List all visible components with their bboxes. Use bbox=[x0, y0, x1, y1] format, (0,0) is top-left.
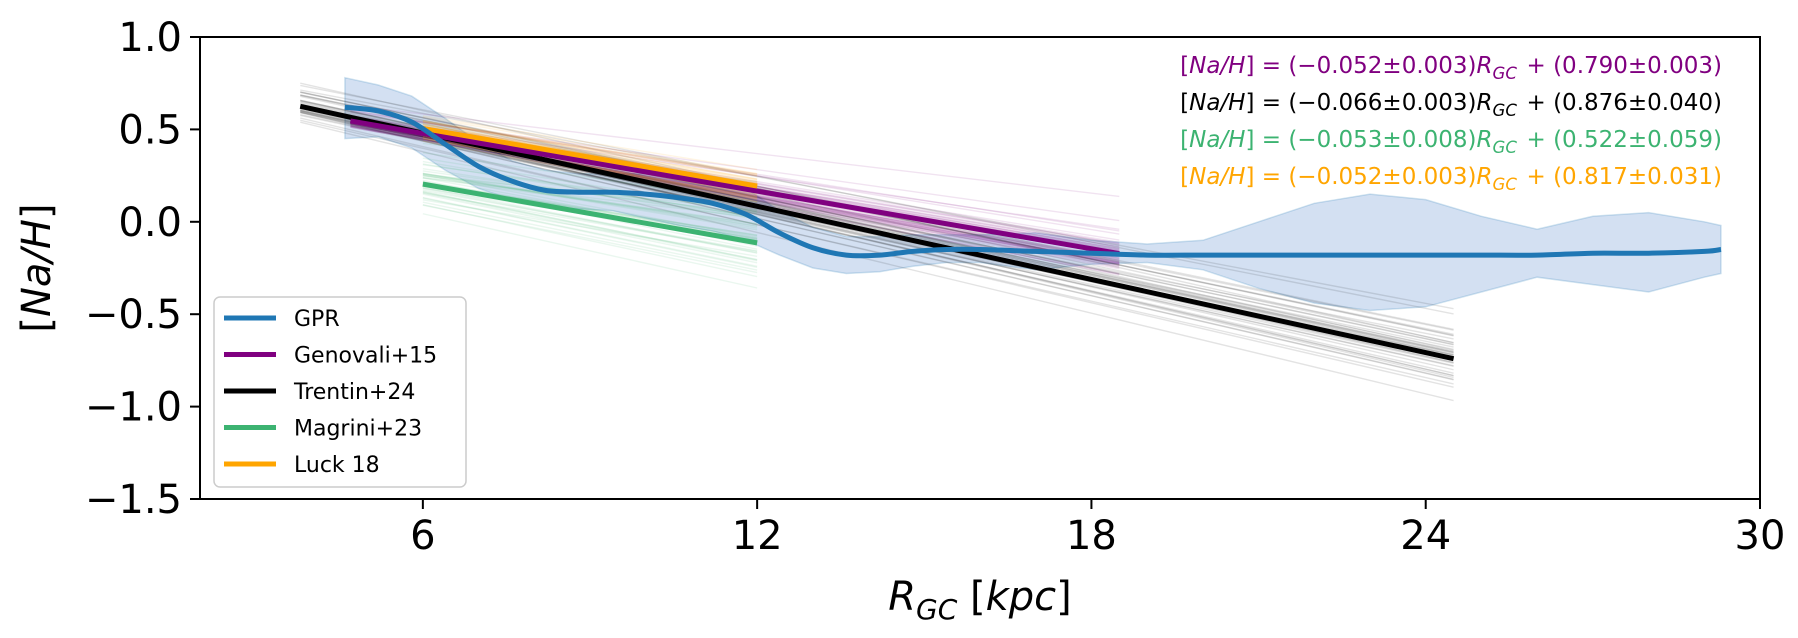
realization-line bbox=[422, 189, 758, 252]
realization-line bbox=[300, 89, 1454, 310]
y-tick-label: −1.5 bbox=[85, 477, 182, 523]
fit-line-trentin-24 bbox=[299, 103, 1455, 362]
realization-line bbox=[350, 125, 1120, 270]
realization-line bbox=[422, 191, 758, 261]
x-tick-label: 24 bbox=[1400, 513, 1451, 559]
realization-line bbox=[300, 107, 1454, 377]
realization-line bbox=[422, 186, 758, 254]
y-tick-label: 0.0 bbox=[118, 200, 182, 246]
realization-line bbox=[422, 172, 758, 231]
realization-line bbox=[422, 121, 758, 175]
legend-label: Trentin+24 bbox=[293, 380, 415, 405]
realization-line bbox=[422, 193, 758, 264]
realization-line bbox=[300, 121, 1454, 402]
realization-line bbox=[422, 174, 758, 239]
realization-line bbox=[422, 177, 758, 240]
plot-frame bbox=[199, 36, 1761, 500]
realization-line bbox=[300, 111, 1454, 367]
realization-line bbox=[422, 123, 758, 181]
fit-line-magrini-23 bbox=[422, 181, 758, 246]
realization-line bbox=[422, 181, 758, 237]
legend-box bbox=[213, 296, 467, 488]
realization-line bbox=[350, 126, 1120, 265]
realization-line bbox=[350, 126, 1120, 260]
realization-line bbox=[300, 94, 1454, 344]
realization-line bbox=[300, 111, 1454, 381]
realization-line bbox=[422, 190, 758, 261]
realization-line bbox=[300, 110, 1454, 374]
realization-line bbox=[422, 204, 758, 278]
realization-line bbox=[422, 121, 758, 180]
realization-line bbox=[350, 124, 1120, 267]
realization-line bbox=[350, 104, 1120, 198]
realization-line bbox=[422, 115, 758, 171]
realization-line bbox=[350, 111, 1120, 222]
realization-line bbox=[300, 106, 1454, 377]
realization-line bbox=[350, 125, 1120, 265]
legend-label: Magrini+23 bbox=[294, 417, 422, 442]
realization-line bbox=[422, 120, 758, 177]
realization-line bbox=[422, 122, 758, 176]
x-axis-label: RGC [kpc] bbox=[888, 574, 1072, 626]
realization-line bbox=[350, 109, 1120, 232]
realization-line bbox=[422, 172, 758, 227]
legend-label: GPR bbox=[294, 307, 340, 332]
realization-line bbox=[422, 201, 758, 271]
realization-line bbox=[422, 196, 758, 268]
y-axis-label: [Na/H] bbox=[14, 203, 60, 332]
realization-line bbox=[350, 125, 1120, 263]
gpr-mean-line bbox=[344, 104, 1722, 259]
realization-line bbox=[422, 164, 758, 213]
legend-label: Luck 18 bbox=[294, 453, 380, 478]
realization-line bbox=[300, 111, 1454, 381]
x-tick-label: 6 bbox=[410, 513, 435, 559]
x-tick-label: 12 bbox=[732, 513, 783, 559]
equation-label: [Na/H] = (−0.053±0.008)RGC + (0.522±0.05… bbox=[1180, 127, 1722, 157]
realization-line bbox=[422, 116, 758, 175]
legend-label: Genovali+15 bbox=[294, 344, 437, 369]
realization-line bbox=[422, 204, 758, 274]
realization-line bbox=[300, 110, 1454, 367]
realization-line bbox=[422, 197, 758, 269]
realization-line bbox=[422, 175, 758, 225]
legend: GPR Genovali+15 Trentin+24 Magrini+23 Luck 1… bbox=[213, 296, 467, 488]
equation-label: [Na/H] = (−0.066±0.003)RGC + (0.876±0.04… bbox=[1180, 90, 1722, 120]
equation-label: [Na/H] = (−0.052±0.003)RGC + (0.817±0.03… bbox=[1180, 164, 1722, 194]
y-tick-label: 0.5 bbox=[118, 107, 182, 153]
y-tick-label: −1.0 bbox=[85, 385, 182, 431]
x-tick-label: 30 bbox=[1735, 513, 1786, 559]
realization-line bbox=[300, 84, 1454, 315]
realization-line bbox=[422, 192, 758, 253]
fit-line-luck-18 bbox=[422, 126, 758, 189]
realization-line bbox=[300, 106, 1454, 379]
realization-line bbox=[422, 199, 758, 257]
realization-line bbox=[350, 115, 1120, 231]
realization-line bbox=[422, 176, 758, 225]
realization-line bbox=[300, 94, 1454, 336]
realization-line bbox=[300, 119, 1454, 385]
equation-label: [Na/H] = (−0.052±0.003)RGC + (0.790±0.00… bbox=[1180, 53, 1722, 83]
realization-line bbox=[422, 172, 758, 229]
realization-line bbox=[422, 213, 758, 289]
realization-line bbox=[300, 111, 1454, 365]
realization-line bbox=[422, 119, 758, 176]
realization-line bbox=[422, 124, 758, 185]
realization-line bbox=[422, 160, 758, 218]
realization-line bbox=[300, 117, 1454, 388]
realization-line bbox=[422, 177, 758, 219]
realization-line bbox=[350, 109, 1120, 235]
realization-line bbox=[422, 192, 758, 262]
y-tick-label: 1.0 bbox=[118, 15, 182, 61]
realization-line bbox=[350, 126, 1120, 267]
fit-line-genovali-15 bbox=[350, 118, 1120, 257]
realization-line bbox=[422, 124, 758, 182]
x-tick-label: 18 bbox=[1066, 513, 1117, 559]
realization-line bbox=[422, 174, 758, 228]
y-tick-label: −0.5 bbox=[85, 292, 182, 338]
realization-line bbox=[422, 120, 758, 180]
equation-annotations: [Na/H] = (−0.052±0.003)RGC + (0.790±0.00… bbox=[1180, 53, 1722, 194]
realization-line bbox=[422, 187, 758, 254]
